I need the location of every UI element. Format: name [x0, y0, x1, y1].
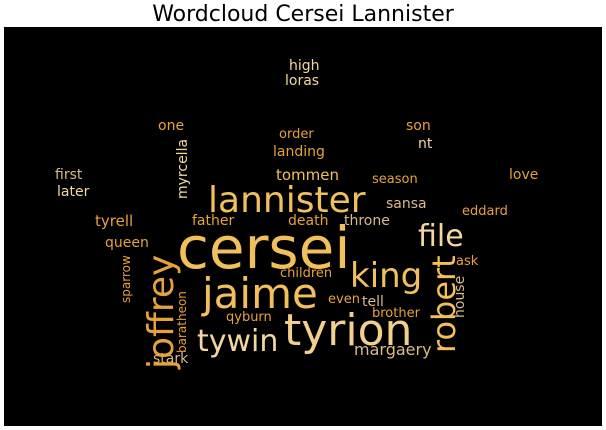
figure-title: Wordcloud Cersei Lannister — [152, 2, 454, 27]
word-stark: stark — [153, 351, 189, 367]
word-landing: landing — [273, 144, 325, 160]
word-order: order — [279, 127, 314, 142]
word-love: love — [509, 167, 539, 183]
word-cersei: cersei — [177, 214, 351, 282]
word-son: son — [406, 118, 431, 134]
word-later: later — [57, 184, 90, 200]
word-first: first — [55, 167, 83, 183]
word-myrcella: myrcella — [175, 138, 191, 199]
word-season: season — [372, 172, 418, 187]
word-king: king — [350, 256, 423, 296]
word-throne: throne — [344, 213, 390, 229]
word-tommen: tommen — [276, 166, 340, 184]
word-margaery: margaery — [354, 340, 432, 359]
word-qyburn: qyburn — [226, 310, 272, 325]
wordcloud-canvas: cersei jaime tyrion lannister king file … — [4, 27, 602, 426]
word-house: house — [452, 275, 468, 318]
word-lannister: lannister — [208, 180, 366, 221]
word-tywin: tywin — [197, 324, 279, 359]
word-brother: brother — [372, 306, 420, 321]
word-sansa: sansa — [386, 196, 427, 212]
word-loras: loras — [285, 73, 320, 89]
word-queen: queen — [105, 235, 149, 251]
word-baratheon: baratheon — [175, 291, 189, 353]
word-eddard: eddard — [462, 204, 508, 219]
word-tyrell: tyrell — [95, 212, 134, 230]
word-tyrion: tyrion — [284, 305, 413, 356]
word-jaime: jaime — [202, 269, 318, 318]
word-tell: tell — [362, 294, 384, 310]
word-high: high — [289, 58, 320, 74]
word-sparrow: sparrow — [119, 255, 133, 303]
word-nt: nt — [418, 136, 433, 152]
word-children: children — [280, 266, 333, 281]
word-death: death — [288, 213, 329, 229]
word-father: father — [192, 213, 235, 229]
word-ask: ask — [456, 254, 479, 269]
word-one: one — [158, 118, 185, 134]
word-file: file — [418, 219, 464, 254]
word-even: even — [328, 292, 360, 307]
